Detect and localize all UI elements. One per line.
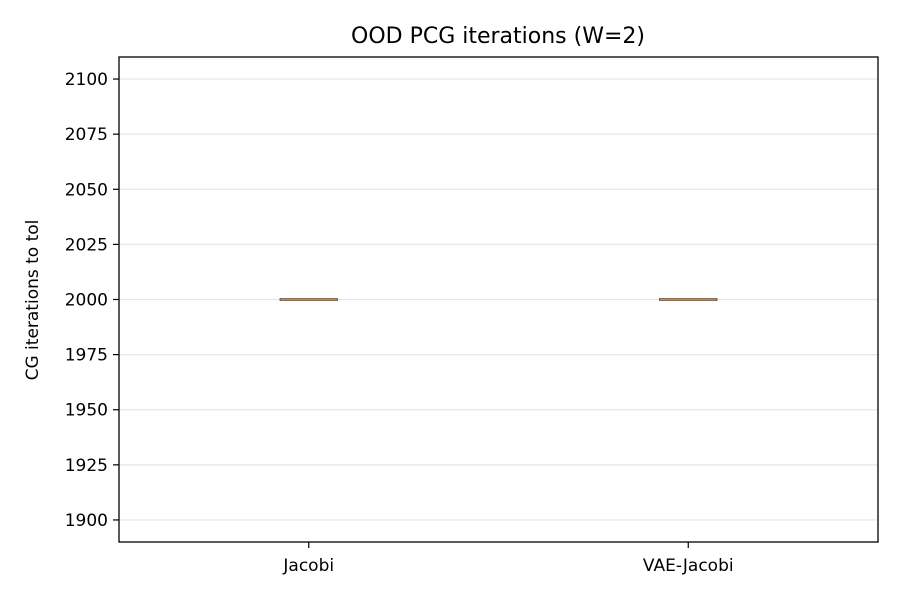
y-ticks: 1900 1925 1950 1975 2000 2025 2050 2075 2100 [65, 70, 119, 531]
grid-lines [119, 78, 878, 521]
chart-title: OOD PCG iterations (W=2) [351, 24, 645, 49]
y-tick-label: 1975 [65, 346, 108, 366]
y-tick-label: 2050 [65, 180, 108, 200]
y-tick-label: 2000 [65, 291, 108, 311]
x-ticks: Jacobi VAE-Jacobi [282, 542, 734, 576]
x-tick-label: VAE-Jacobi [643, 556, 734, 576]
box-marks [279, 298, 718, 301]
y-axis-label: CG iterations to tol [23, 220, 43, 381]
y-tick-label: 1925 [65, 456, 108, 476]
x-tick-label: Jacobi [282, 556, 334, 576]
y-tick-label: 1950 [65, 401, 108, 421]
y-tick-label: 2075 [65, 125, 108, 145]
y-tick-label: 2025 [65, 235, 108, 255]
y-tick-label: 1900 [65, 511, 108, 531]
y-tick-label: 2100 [65, 70, 108, 90]
